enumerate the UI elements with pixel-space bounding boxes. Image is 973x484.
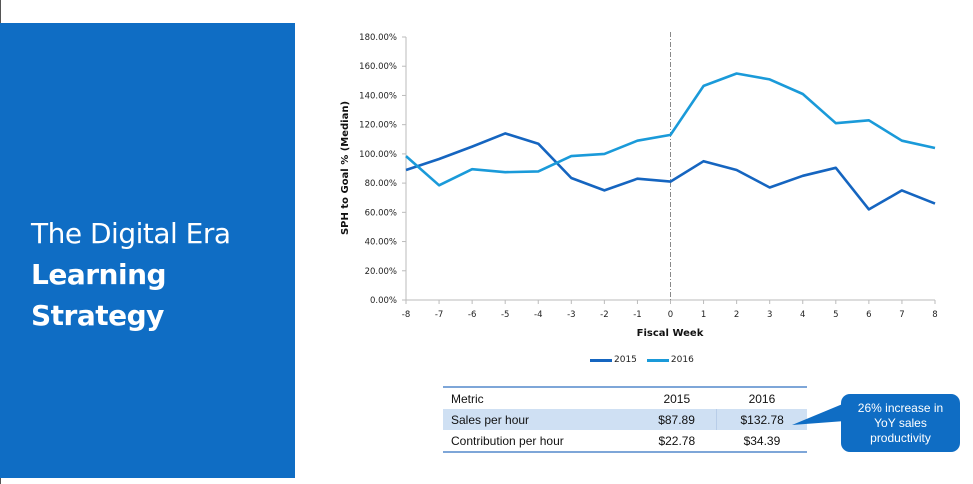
y-tick-label: 40.00%: [365, 238, 397, 248]
legend-item-2016: 2016: [646, 355, 694, 365]
cell-2016: $132.78: [716, 409, 807, 430]
title-line-2: Learning: [31, 258, 167, 291]
x-tick-label: 4: [800, 310, 805, 320]
table-header-row: Metric 2015 2016: [443, 387, 807, 409]
x-tick-label: -8: [402, 310, 410, 320]
table-row: Sales per hour $87.89 $132.78: [443, 409, 807, 430]
x-tick-label: 7: [899, 310, 904, 320]
chart-legend: 2015 2016: [590, 355, 694, 365]
callout-line-3: productivity: [870, 430, 931, 445]
y-tick-label: 0.00%: [370, 296, 397, 306]
metrics-table: Metric 2015 2016 Sales per hour $87.89 $…: [443, 386, 807, 453]
x-tick-label: 8: [932, 310, 937, 320]
x-tick-label: -4: [534, 310, 542, 320]
y-tick-label: 60.00%: [365, 208, 397, 218]
x-tick-label: 1: [701, 310, 706, 320]
x-tick-label: -7: [435, 310, 443, 320]
header-metric: Metric: [451, 391, 484, 406]
y-tick-label: 20.00%: [365, 267, 397, 277]
tick-labels: 0.00% 20.00% 40.00% 60.00% 80.00% 100.00% 120.…: [359, 33, 938, 320]
legend-label-2016: 2016: [670, 355, 694, 365]
x-axis-label: Fiscal Week: [637, 328, 704, 339]
cell-metric: Contribution per hour: [451, 433, 564, 448]
x-tick-label: -5: [501, 310, 509, 320]
legend-label-2015: 2015: [614, 355, 637, 365]
cell-2015: $22.78: [658, 433, 696, 448]
legend-item-2015: 2015: [590, 355, 637, 365]
x-tick-label: 5: [833, 310, 838, 320]
line-chart: 0.00% 20.00% 40.00% 60.00% 80.00% 100.00% 120.…: [340, 32, 938, 339]
callout-line-1: 26% increase in: [857, 400, 944, 415]
series-lines: [405, 72, 936, 211]
y-tick-label: 100.00%: [359, 150, 397, 160]
x-tick-label: 2: [734, 310, 739, 320]
x-tick-label: -3: [567, 310, 575, 320]
y-tick-label: 180.00%: [359, 33, 397, 43]
y-tick-label: 140.00%: [359, 91, 397, 101]
header-2016: 2016: [748, 391, 776, 406]
cell-metric: Sales per hour: [443, 409, 637, 430]
callout-bubble: 26% increase in YoY sales productivity: [841, 394, 960, 452]
x-tick-label: 0: [668, 310, 673, 320]
title-line-3: Strategy: [31, 299, 164, 332]
y-tick-label: 80.00%: [365, 179, 397, 189]
y-tick-label: 160.00%: [359, 62, 397, 72]
legend-swatch-2015: [590, 358, 612, 362]
title-panel: The Digital Era Learning Strategy: [0, 23, 295, 478]
x-tick-label: 6: [866, 310, 871, 320]
x-tick-label: 3: [767, 310, 772, 320]
callout-line-2: YoY sales: [874, 415, 927, 430]
series-line-2015: [405, 132, 936, 211]
cell-2016: $34.39: [743, 433, 781, 448]
slide-title: The Digital Era Learning Strategy: [31, 213, 231, 336]
x-tick-label: -2: [600, 310, 608, 320]
x-tick-label: -1: [633, 310, 641, 320]
callout-pointer: [792, 403, 845, 425]
cell-2015: $87.89: [636, 409, 718, 430]
legend-swatch-2016: [646, 358, 669, 362]
header-2015: 2015: [663, 391, 691, 406]
y-tick-label: 120.00%: [359, 121, 397, 131]
x-tick-label: -6: [468, 310, 476, 320]
title-line-1: The Digital Era: [31, 217, 231, 250]
y-axis-label: SPH to Goal % (Median): [340, 101, 351, 235]
table-row: Contribution per hour $22.78 $34.39: [443, 430, 807, 452]
axes: [402, 32, 936, 304]
